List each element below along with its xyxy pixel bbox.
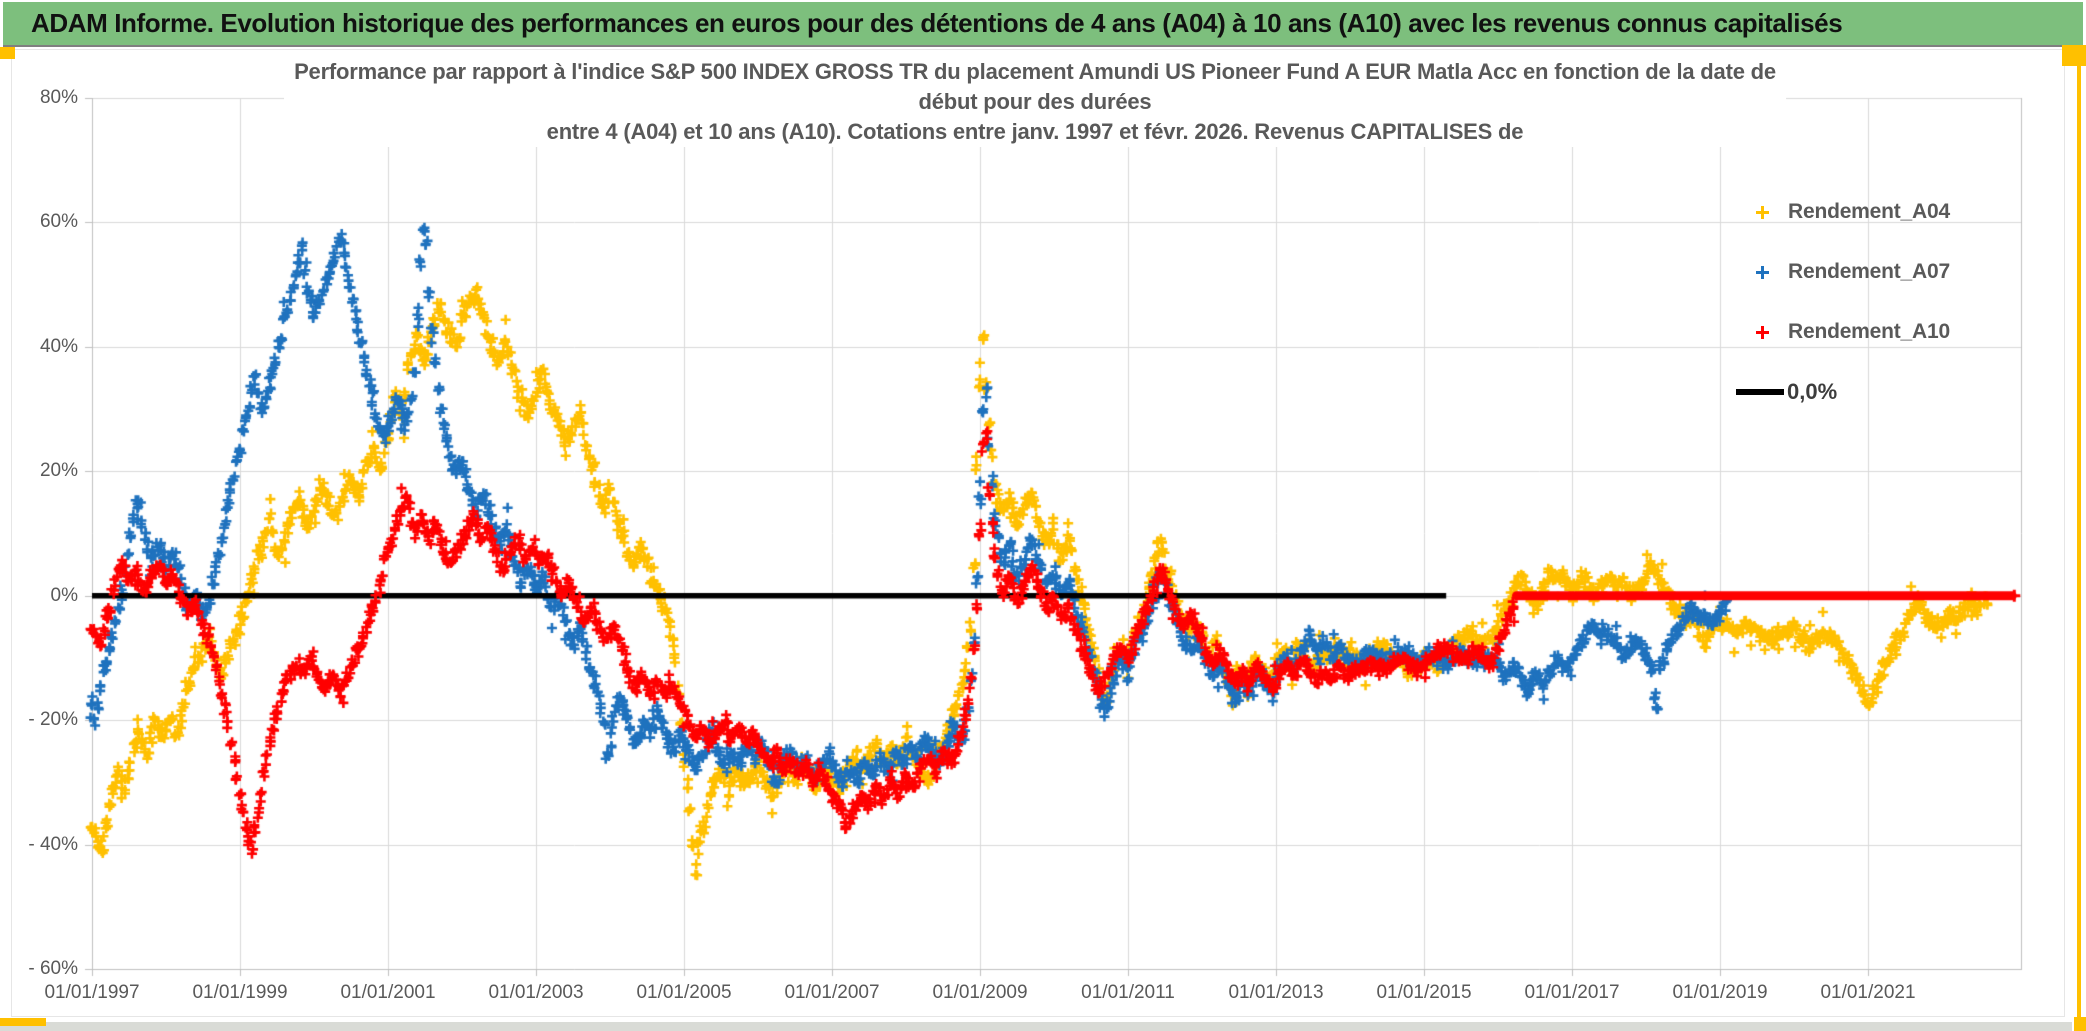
chart-title-line-1: Performance par rapport à l'indice S&P 5… (294, 59, 1776, 84)
y-tick-label: 80% (39, 87, 78, 108)
gold-accent-right-edge (2077, 66, 2081, 1017)
legend-item-zero-line: 0,0% (1736, 362, 1950, 422)
plus-marker-icon (1736, 265, 1788, 280)
x-tick-label: 01/01/2013 (1228, 982, 1324, 1003)
chart-legend: Rendement_A04 Rendement_A07 Rendement_A1… (1736, 182, 1950, 422)
x-tick-label: 01/01/2011 (1081, 982, 1175, 1003)
legend-item-a04: Rendement_A04 (1736, 182, 1950, 242)
legend-item-a07: Rendement_A07 (1736, 242, 1950, 302)
y-tick-label: 60% (39, 211, 78, 233)
legend-label: Rendement_A04 (1788, 200, 1950, 223)
zero-line-swatch-icon (1736, 389, 1784, 395)
chart-title-line-2: début pour des durées (918, 89, 1152, 114)
x-tick-label: 01/01/2017 (1524, 982, 1620, 1003)
legend-label: Rendement_A07 (1788, 260, 1950, 283)
y-tick-label: - 60% (28, 958, 78, 979)
x-tick-label: 01/01/1999 (192, 982, 288, 1003)
plus-marker-icon (1736, 205, 1788, 220)
x-tick-label: 01/01/2007 (784, 982, 880, 1003)
y-tick-label: - 20% (28, 709, 78, 731)
gold-accent-bottom-right (2074, 1017, 2086, 1031)
gold-accent-top-left (0, 47, 15, 59)
bottom-scroll-strip (0, 1021, 2072, 1031)
y-tick-label: 0% (50, 584, 78, 606)
y-tick-label: 20% (39, 460, 78, 482)
x-tick-label: 01/01/2003 (488, 982, 584, 1003)
legend-label: 0,0% (1787, 379, 1838, 404)
x-tick-label: 01/01/2015 (1376, 982, 1472, 1003)
y-tick-label: 40% (39, 335, 78, 357)
x-tick-label: 01/01/1997 (44, 982, 140, 1003)
x-tick-label: 01/01/2019 (1672, 982, 1768, 1003)
legend-item-a10: Rendement_A10 (1736, 302, 1950, 362)
x-tick-label: 01/01/2005 (636, 982, 732, 1003)
x-tick-label: 01/01/2021 (1820, 982, 1916, 1003)
chart-title: Performance par rapport à l'indice S&P 5… (284, 57, 1786, 147)
y-tick-label: - 40% (28, 833, 78, 855)
plus-marker-icon (1736, 325, 1788, 340)
x-tick-label: 01/01/2009 (932, 982, 1028, 1003)
gold-accent-top-right (2062, 45, 2086, 66)
chart-title-line-3: entre 4 (A04) et 10 ans (A10). Cotations… (546, 119, 1524, 144)
gold-accent-bottom-left (0, 1018, 46, 1026)
legend-label: Rendement_A10 (1788, 320, 1950, 343)
x-tick-label: 01/01/2001 (340, 982, 436, 1003)
